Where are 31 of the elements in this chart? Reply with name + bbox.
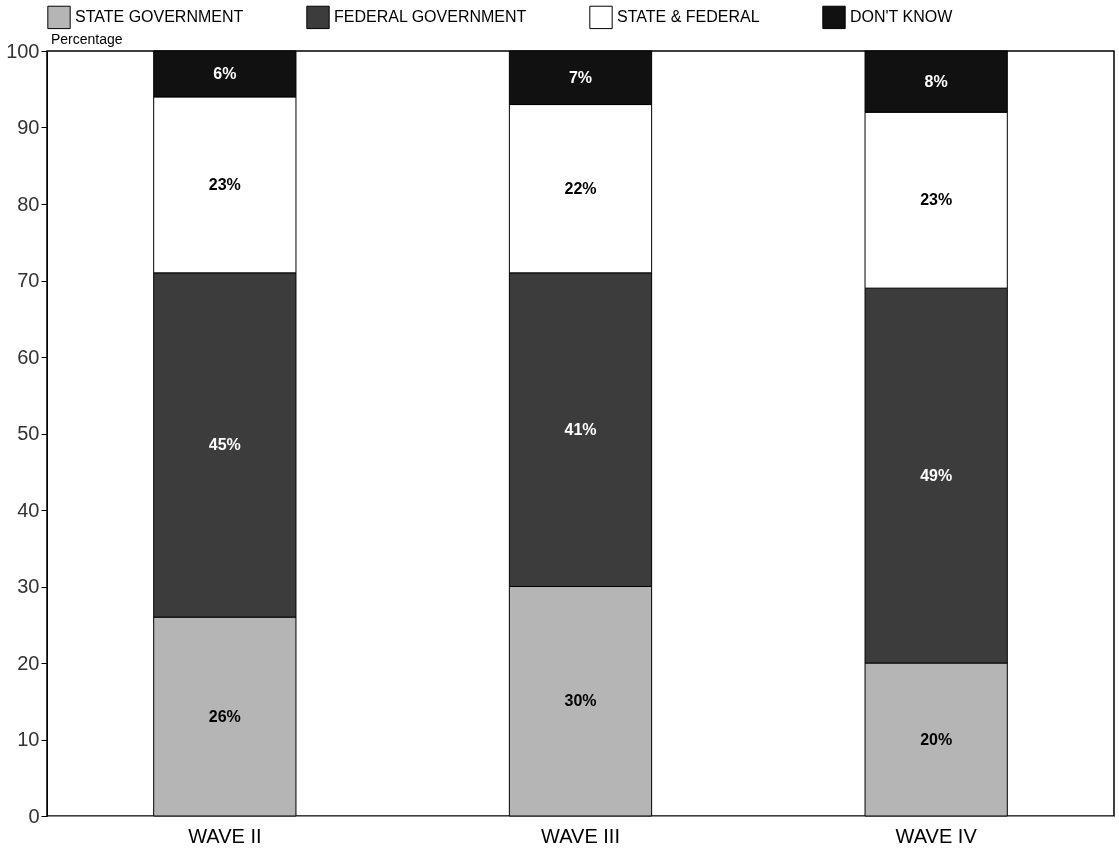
y-tick-label: 60 [17,345,40,368]
y-axis-title: Percentage [51,31,123,47]
legend-label: STATE & FEDERAL [617,8,760,26]
data-label: 23% [208,175,241,193]
x-tick-label: WAVE IV [895,824,978,847]
data-label: 23% [920,191,953,209]
y-tick-label: 0 [28,804,40,827]
data-label: 41% [564,420,597,438]
data-label: 8% [924,72,948,90]
data-label: 6% [213,64,237,82]
y-tick-label: 10 [17,728,40,750]
data-label: 49% [920,466,953,484]
y-tick-label: 80 [17,192,40,215]
data-label: 22% [564,179,597,197]
y-tick-label: 30 [17,575,40,597]
y-tick-label: 50 [17,422,40,444]
data-label: 45% [208,435,241,453]
y-tick-label: 40 [17,498,40,521]
legend-label: FEDERAL GOVERNMENT [334,8,527,26]
data-label: 26% [208,707,241,725]
y-tick-label: 70 [17,269,40,291]
y-tick-label: 90 [17,116,40,138]
x-tick-label: WAVE II [188,824,262,847]
legend-label: STATE GOVERNMENT [75,8,244,26]
legend-label: DON'T KNOW [850,8,954,26]
data-label: 30% [564,692,597,710]
data-label: 7% [568,68,593,86]
y-tick-label: 20 [17,651,40,674]
y-tick-label: 100 [6,39,40,62]
x-tick-label: WAVE III [541,824,620,847]
data-label: 20% [920,730,953,748]
